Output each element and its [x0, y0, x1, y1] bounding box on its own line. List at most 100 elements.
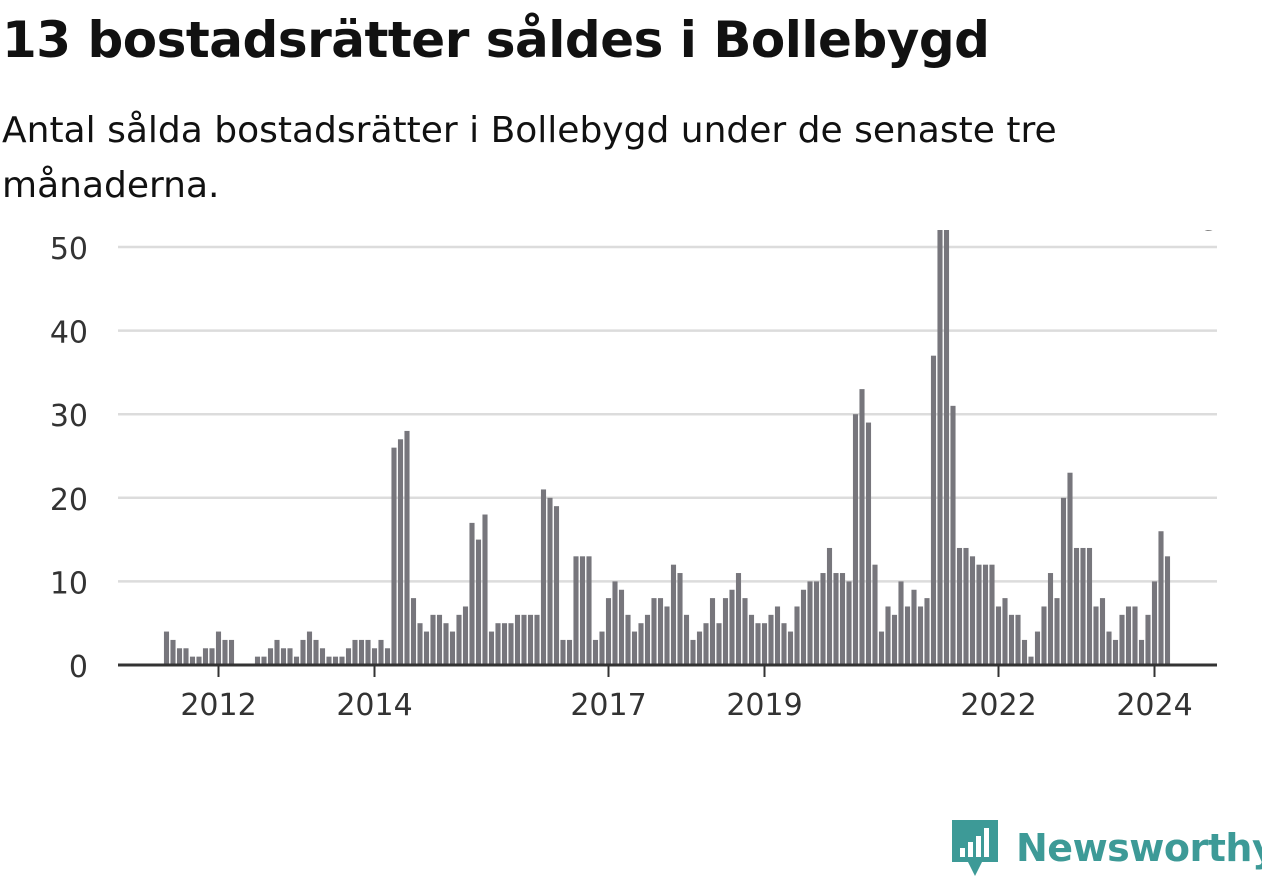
bar: [495, 623, 501, 665]
bar-chart: 010203040506070 201220142017201920222024…: [50, 230, 1221, 723]
bar: [319, 648, 326, 665]
bar: [1132, 606, 1138, 665]
bar: [488, 631, 495, 665]
bar: [1080, 547, 1086, 665]
bar: [436, 614, 443, 665]
bar: [469, 522, 475, 665]
bar: [306, 631, 313, 665]
bar: [761, 623, 768, 665]
bar: [527, 614, 534, 665]
bar: [774, 606, 781, 665]
bar: [605, 598, 612, 665]
bar: [846, 581, 852, 665]
bar: [865, 422, 872, 665]
x-tick-label: 2014: [336, 688, 412, 723]
bar: [943, 230, 950, 665]
bar: [163, 631, 170, 665]
bar: [670, 564, 677, 665]
bar: [1086, 547, 1093, 665]
bar: [287, 648, 293, 665]
bar: [1034, 631, 1041, 665]
chart-subtitle: Antal sålda bostadsrätter i Bollebygd un…: [2, 110, 1057, 206]
bar: [716, 623, 722, 665]
bar: [709, 598, 716, 665]
bar: [683, 614, 690, 665]
bar: [313, 639, 319, 665]
bar: [748, 614, 755, 665]
bar: [787, 631, 794, 665]
bar: [170, 639, 176, 665]
bar: [755, 623, 761, 665]
bar: [1028, 656, 1034, 665]
bar: [1021, 639, 1028, 665]
bar: [950, 405, 956, 665]
bar: [1112, 639, 1119, 665]
bar: [475, 539, 482, 665]
x-tick-label: 2022: [960, 688, 1036, 723]
bar: [1119, 614, 1125, 665]
bar: [1164, 556, 1171, 665]
bar: [722, 598, 729, 665]
bar: [631, 631, 638, 665]
x-tick-label: 2012: [180, 688, 256, 723]
bar: [443, 623, 449, 665]
bar: [1073, 547, 1080, 665]
bar: [696, 631, 703, 665]
bar: [995, 606, 1002, 665]
bar: [326, 656, 332, 665]
bar: [358, 639, 365, 665]
bar: [501, 623, 508, 665]
bar: [456, 614, 462, 665]
bar: [228, 639, 235, 665]
bar: [254, 656, 261, 665]
bar: [547, 497, 553, 665]
bar: [781, 623, 787, 665]
bar: [729, 589, 735, 665]
bar: [677, 573, 683, 665]
bar: [293, 656, 300, 665]
bar: [833, 573, 839, 665]
bar: [1054, 598, 1060, 665]
bar: [280, 648, 287, 665]
bar: [202, 648, 209, 665]
y-axis-tick-labels: 010203040506070: [50, 232, 88, 685]
bar: [508, 623, 514, 665]
bar: [820, 573, 826, 665]
bar: [768, 614, 774, 665]
bar: [391, 447, 397, 665]
bar: [514, 614, 521, 665]
annotations: 13: [1180, 230, 1221, 238]
bar: [807, 581, 813, 665]
bar: [222, 639, 228, 665]
x-tick-label: 2017: [570, 688, 646, 723]
bar: [911, 589, 917, 665]
bar: [566, 639, 573, 665]
bar: [982, 564, 989, 665]
bar: [703, 623, 709, 665]
bar: [352, 639, 358, 665]
bar: [430, 614, 436, 665]
bar: [1067, 472, 1073, 665]
bar: [196, 656, 202, 665]
bar: [345, 648, 352, 665]
bar: [274, 639, 280, 665]
bar: [560, 639, 566, 665]
bar: [852, 414, 859, 665]
bar: [1041, 606, 1047, 665]
x-tick-label: 2024: [1116, 688, 1192, 723]
bar: [521, 614, 527, 665]
bar: [742, 598, 748, 665]
bar: [599, 631, 605, 665]
bar: [625, 614, 631, 665]
brand-name: Newsworthy: [1016, 826, 1262, 870]
bar: [378, 639, 384, 665]
bar: [534, 614, 540, 665]
bar: [904, 606, 911, 665]
bar: [540, 489, 547, 665]
bar: [553, 506, 560, 665]
y-tick-label: 10: [50, 566, 88, 601]
bar: [664, 606, 670, 665]
bar: [1138, 639, 1145, 665]
bar: [612, 581, 618, 665]
bar: [878, 631, 885, 665]
